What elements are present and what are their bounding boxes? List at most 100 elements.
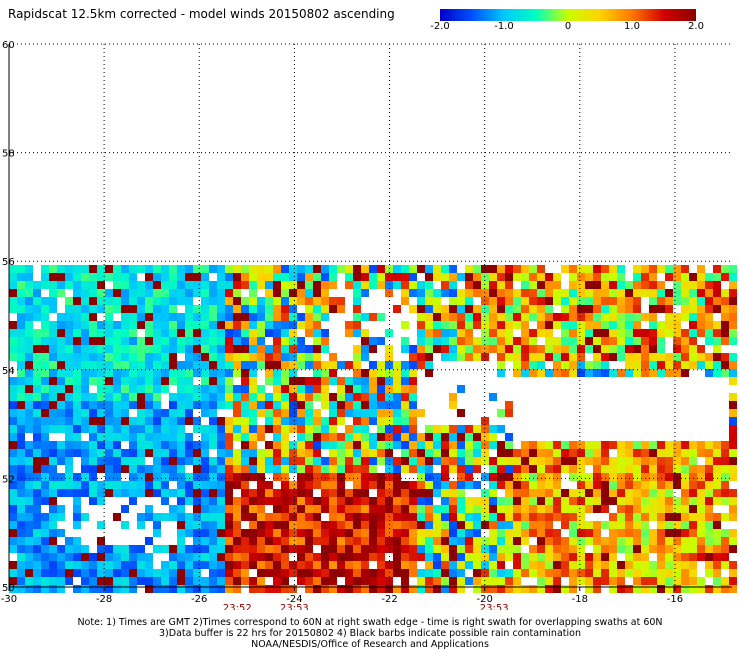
heatmap-cell — [73, 265, 81, 273]
heatmap-cell — [153, 345, 161, 353]
heatmap-cell — [465, 329, 473, 337]
heatmap-cell — [225, 473, 233, 481]
heatmap-cell — [625, 497, 633, 505]
heatmap-cell — [73, 473, 81, 481]
heatmap-cell — [697, 265, 705, 273]
heatmap-cell — [665, 497, 673, 505]
heatmap-cell — [297, 521, 305, 529]
heatmap-cell — [657, 305, 665, 313]
heatmap-cell — [473, 289, 481, 297]
heatmap-cell — [649, 361, 657, 369]
heatmap-cell — [521, 497, 529, 505]
heatmap-cell — [353, 529, 361, 537]
heatmap-cell — [425, 513, 433, 521]
heatmap-cell — [425, 281, 433, 289]
heatmap-cell — [545, 449, 553, 457]
heatmap-cell — [241, 425, 249, 433]
heatmap-cell — [49, 417, 57, 425]
heatmap-cell — [673, 369, 681, 377]
heatmap-cell — [177, 497, 185, 505]
heatmap-cell — [25, 473, 33, 481]
heatmap-cell — [361, 521, 369, 529]
heatmap-cell — [673, 361, 681, 369]
heatmap-cell — [225, 465, 233, 473]
heatmap-cell — [145, 505, 153, 513]
heatmap-cell — [457, 465, 465, 473]
heatmap-cell — [225, 449, 233, 457]
heatmap-cell — [9, 489, 17, 497]
heatmap-cell — [529, 585, 537, 593]
heatmap-cell — [529, 297, 537, 305]
heatmap-cell — [505, 265, 513, 273]
heatmap-cell — [697, 289, 705, 297]
heatmap-cell — [289, 521, 297, 529]
heatmap-cell — [313, 289, 321, 297]
heatmap-cell — [249, 545, 257, 553]
heatmap-cell — [209, 425, 217, 433]
heatmap-cell — [377, 489, 385, 497]
heatmap-cell — [721, 369, 729, 377]
heatmap-cell — [217, 417, 225, 425]
heatmap-cell — [33, 457, 41, 465]
heatmap-cell — [705, 305, 713, 313]
heatmap-cell — [361, 481, 369, 489]
heatmap-cell — [193, 537, 201, 545]
heatmap-cell — [305, 409, 313, 417]
heatmap-cell — [377, 529, 385, 537]
heatmap-cell — [49, 489, 57, 497]
heatmap-cell — [449, 433, 457, 441]
heatmap-cell — [33, 313, 41, 321]
heatmap-cell — [521, 305, 529, 313]
heatmap-cell — [513, 289, 521, 297]
heatmap-cell — [545, 465, 553, 473]
heatmap-cell — [161, 513, 169, 521]
heatmap-cell — [729, 393, 737, 401]
heatmap-cell — [657, 321, 665, 329]
heatmap-cell — [249, 377, 257, 385]
heatmap-cell — [305, 561, 313, 569]
heatmap-cell — [49, 425, 57, 433]
heatmap-cell — [593, 265, 601, 273]
heatmap-cell — [713, 569, 721, 577]
heatmap-cell — [121, 409, 129, 417]
heatmap-cell — [177, 329, 185, 337]
heatmap-cell — [553, 497, 561, 505]
heatmap-cell — [249, 281, 257, 289]
heatmap-cell — [569, 337, 577, 345]
heatmap-cell — [417, 281, 425, 289]
heatmap-cell — [41, 377, 49, 385]
heatmap-cell — [41, 561, 49, 569]
heatmap-cell — [105, 473, 113, 481]
heatmap-cell — [593, 481, 601, 489]
heatmap-cell — [321, 377, 329, 385]
heatmap-cell — [361, 417, 369, 425]
heatmap-cell — [417, 537, 425, 545]
heatmap-cell — [393, 369, 401, 377]
heatmap-cell — [177, 465, 185, 473]
heatmap-cell — [417, 449, 425, 457]
heatmap-cell — [633, 337, 641, 345]
heatmap-cell — [649, 537, 657, 545]
heatmap-cell — [729, 321, 737, 329]
heatmap-cell — [273, 457, 281, 465]
heatmap-cell — [305, 361, 313, 369]
heatmap-cell — [105, 481, 113, 489]
heatmap-cell — [233, 409, 241, 417]
heatmap-cell — [313, 417, 321, 425]
heatmap-cell — [585, 481, 593, 489]
heatmap-cell — [201, 377, 209, 385]
heatmap-cell — [49, 505, 57, 513]
heatmap-cell — [257, 409, 265, 417]
heatmap-cell — [57, 321, 65, 329]
heatmap-cell — [345, 545, 353, 553]
heatmap-cell — [441, 545, 449, 553]
heatmap-cell — [401, 497, 409, 505]
heatmap-cell — [105, 433, 113, 441]
heatmap-cell — [209, 297, 217, 305]
heatmap-cell — [9, 569, 17, 577]
heatmap-cell — [193, 553, 201, 561]
heatmap-cell — [209, 393, 217, 401]
heatmap-cell — [625, 561, 633, 569]
heatmap-cell — [129, 329, 137, 337]
heatmap-cell — [489, 393, 497, 401]
